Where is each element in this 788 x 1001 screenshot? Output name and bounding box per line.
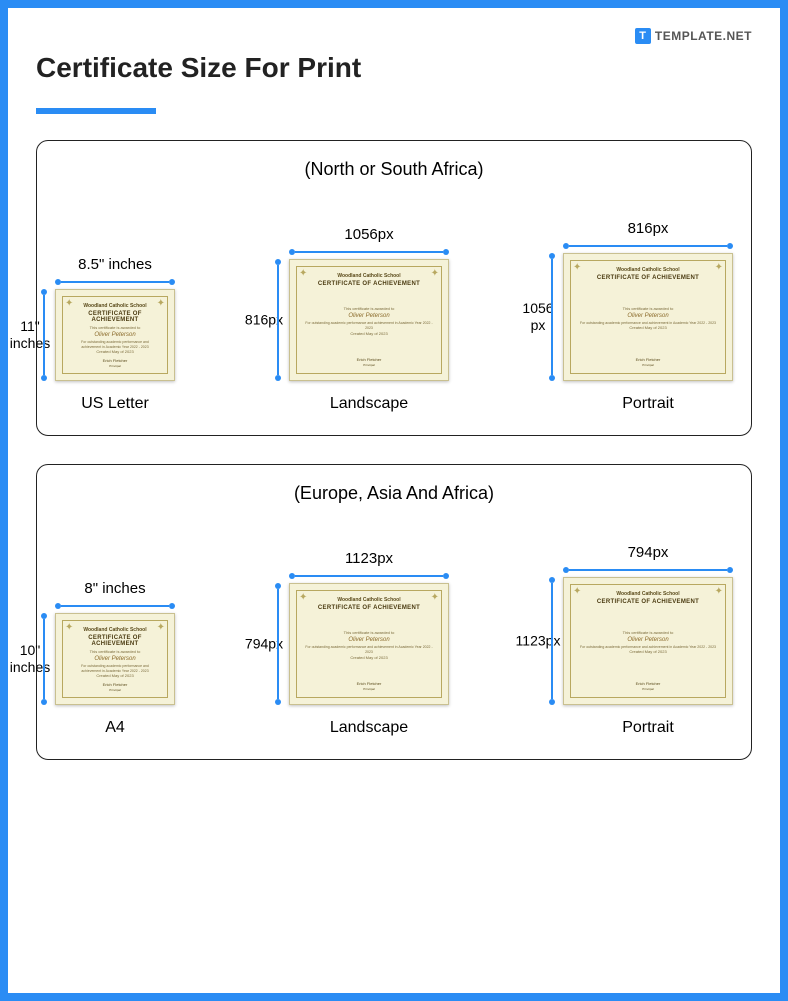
width-label: 1056px xyxy=(344,226,393,243)
title-underline xyxy=(36,108,156,114)
size-name: A4 xyxy=(105,719,125,737)
width-label: 816px xyxy=(628,220,669,237)
size-name: Landscape xyxy=(330,395,408,413)
size-item: 8.5" inches 11" inches Woodland Catholic… xyxy=(55,256,175,413)
size-item: 1056px 816px Woodland Catholic School CE… xyxy=(289,226,449,413)
width-label: 794px xyxy=(628,544,669,561)
page-title: Certificate Size For Print xyxy=(36,52,752,84)
brand-icon: T xyxy=(635,28,651,44)
size-item: 794px 1123px Woodland Catholic School CE… xyxy=(563,544,733,737)
panel-heading: (North or South Africa) xyxy=(55,159,733,180)
size-panel: (Europe, Asia And Africa) 8" inches 10" … xyxy=(36,464,752,760)
size-item: 1123px 794px Woodland Catholic School CE… xyxy=(289,550,449,737)
brand-text: TEMPLATE.NET xyxy=(655,29,752,43)
width-label: 8" inches xyxy=(84,580,145,597)
size-name: Landscape xyxy=(330,719,408,737)
size-name: Portrait xyxy=(622,395,674,413)
size-name: Portrait xyxy=(622,719,674,737)
width-label: 1123px xyxy=(345,550,393,567)
size-name: US Letter xyxy=(81,395,149,413)
size-item: 8" inches 10" inches Woodland Catholic S… xyxy=(55,580,175,737)
size-item: 816px 1056 px Woodland Catholic School C… xyxy=(563,220,733,413)
size-panel: (North or South Africa) 8.5" inches 11" … xyxy=(36,140,752,436)
width-label: 8.5" inches xyxy=(78,256,152,273)
brand-logo: T TEMPLATE.NET xyxy=(635,28,752,44)
panel-heading: (Europe, Asia And Africa) xyxy=(55,483,733,504)
